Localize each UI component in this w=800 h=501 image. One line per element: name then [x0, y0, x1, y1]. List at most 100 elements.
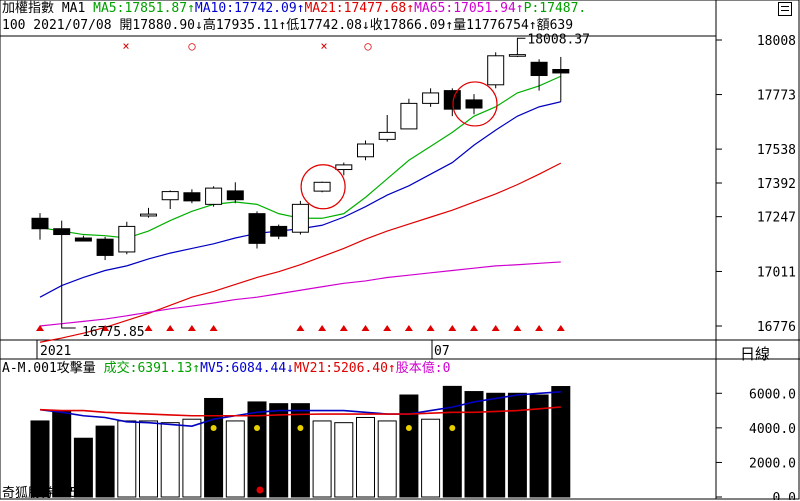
candle-body	[378, 131, 396, 140]
p-value: P:17487.	[523, 1, 587, 16]
period-label[interactable]: 日線	[740, 345, 771, 363]
top-marker: ○	[188, 39, 195, 53]
volume-bar	[182, 418, 202, 498]
candle-body	[400, 102, 418, 130]
volume-bar	[225, 420, 245, 498]
signal-triangle	[36, 325, 44, 331]
yellow-signal-dot	[210, 425, 217, 431]
x-tick-label-2021: 2021	[40, 344, 71, 359]
yellow-signal-dot	[449, 425, 456, 431]
candle-body	[335, 164, 353, 171]
volume-bar	[73, 437, 93, 498]
candle-body	[226, 190, 244, 201]
yellow-signal-dot	[405, 425, 412, 431]
signal-triangle	[318, 325, 327, 331]
candle-body	[118, 225, 136, 253]
candle-body	[443, 90, 461, 110]
top-marker: ○	[364, 39, 371, 53]
top-marker: ×	[320, 39, 327, 53]
y-tick-label: 17011	[757, 265, 796, 280]
volume-bar	[377, 420, 397, 498]
candle-body	[74, 237, 92, 242]
volume-bar	[399, 394, 419, 498]
volume-bar	[117, 420, 137, 498]
highlight-circle	[452, 81, 498, 127]
y-tick-label: 16776	[757, 320, 796, 335]
signal-triangle	[535, 325, 544, 331]
volume-bar	[529, 394, 549, 498]
candle-body	[96, 238, 114, 256]
volume-bar	[551, 386, 571, 498]
ma10-value: MA10:17742.09↑	[194, 1, 305, 16]
y-tick-label: 17247	[757, 211, 796, 226]
volume-bar	[269, 403, 289, 498]
signal-triangle	[166, 325, 175, 331]
candle-body	[183, 192, 201, 202]
volume-title: A-M.001攻擊量	[2, 361, 96, 376]
low-annotation: 16775.85	[82, 325, 145, 340]
volume-bar	[356, 416, 375, 498]
index-name: 加權指數	[2, 1, 55, 16]
mv5-value: MV5:6084.44↓	[200, 361, 294, 376]
signal-triangle	[209, 325, 218, 331]
y-tick-label: 17773	[757, 89, 796, 104]
vol-y-tick-label: 0.0	[773, 491, 796, 500]
candle-body	[465, 99, 483, 109]
volume-bar	[464, 391, 484, 498]
ohlc-header: 100 2021/07/08 開17880.90↓高17935.11↑低1774…	[2, 18, 574, 33]
candle-body	[270, 225, 288, 237]
yellow-signal-dot	[254, 425, 260, 431]
volume-bar	[486, 392, 506, 498]
vol-ma-line-mv5	[39, 391, 561, 427]
volume-bar	[30, 420, 50, 498]
candle-body	[508, 54, 526, 57]
ma5-value: MA5:17851.87↑	[93, 1, 195, 16]
candle-body	[357, 143, 374, 158]
volume-bar	[290, 403, 310, 498]
ma-header: 加權指數 MA1 MA5:17851.87↑MA10:17742.09↑MA21…	[2, 1, 586, 17]
ma-label: MA1	[61, 1, 86, 16]
y-tick-label: 18008	[757, 34, 796, 49]
signal-triangle	[448, 325, 457, 331]
top-marker: ×	[122, 39, 129, 53]
red-signal-dot	[256, 486, 264, 494]
menu-icon[interactable]	[778, 2, 792, 16]
volume-value: 成交:6391.13↑	[103, 361, 201, 376]
volume-bar	[507, 392, 527, 498]
y-tick-label: 17392	[757, 177, 796, 192]
volume-bar	[334, 422, 354, 498]
volume-bar	[95, 425, 115, 498]
ma-line-ma65	[39, 261, 561, 327]
volume-bar	[139, 420, 158, 498]
shares-value: 股本億:0	[395, 361, 451, 376]
signal-triangle	[383, 325, 392, 331]
high-annotation-line	[516, 37, 526, 53]
vol-y-tick-label: 6000.0	[749, 387, 796, 402]
candle-body	[53, 228, 71, 236]
candle-body	[205, 187, 223, 205]
volume-bar	[204, 397, 224, 498]
signal-triangle	[404, 325, 413, 331]
candle-body	[31, 217, 49, 230]
volume-bar	[160, 422, 180, 498]
vol-y-tick-label: 4000.0	[749, 422, 796, 437]
highlight-circle	[300, 164, 346, 210]
candle-body	[552, 69, 570, 74]
ma65-value: MA65:17051.94↑	[414, 1, 524, 16]
vol-y-tick-label: 2000.0	[749, 456, 796, 471]
signal-triangle	[556, 325, 565, 331]
y-tick-label: 17538	[757, 143, 796, 158]
vol-ma-line-mv21	[39, 406, 561, 417]
signal-triangle	[470, 325, 478, 331]
volume-bar	[247, 401, 267, 498]
ma-line-ma21	[39, 162, 562, 343]
candle-body	[291, 203, 309, 233]
signal-triangle	[339, 325, 348, 331]
candle-body	[313, 181, 331, 192]
candle-body	[487, 55, 505, 86]
footer-brand: 奇狐勝券 v5.2	[2, 486, 94, 501]
ma21-value: MA21:17477.68↑	[304, 1, 415, 16]
signal-triangle	[144, 325, 153, 331]
